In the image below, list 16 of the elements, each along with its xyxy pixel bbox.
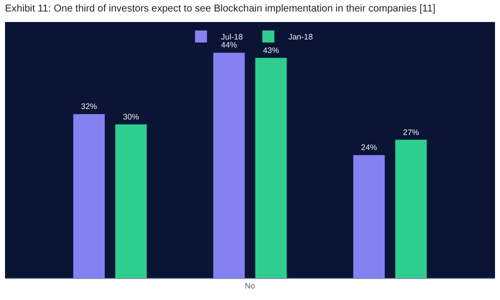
chart-title: Exhibit 11: One third of investors expect to see Blockchain implementation in their companies [11] — [5, 4, 436, 14]
data-label: 30% — [122, 112, 140, 122]
data-label: 27% — [402, 128, 420, 137]
data-label: 44% — [220, 40, 238, 50]
data-label: 43% — [262, 46, 280, 55]
bar — [213, 52, 245, 278]
data-label: 24% — [360, 143, 378, 152]
x-tick-label: No — [244, 282, 256, 291]
bar — [255, 58, 287, 278]
bar — [115, 124, 147, 278]
legend-label: Jul-18 — [221, 32, 244, 42]
legend-label: Jan-18 — [288, 32, 314, 42]
bar — [395, 140, 427, 278]
data-label: 32% — [80, 102, 98, 112]
bar — [73, 114, 105, 278]
bar — [353, 155, 385, 278]
